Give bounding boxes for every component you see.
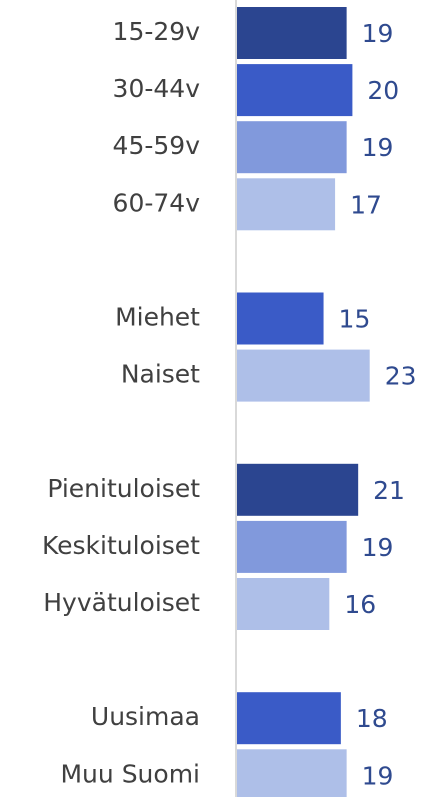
category-label: Miehet — [115, 303, 200, 332]
bar — [237, 749, 347, 797]
value-label: 20 — [367, 76, 399, 105]
value-label: 19 — [362, 533, 394, 562]
category-label: 60-74v — [113, 188, 201, 217]
category-label: 45-59v — [113, 131, 201, 160]
bar — [237, 520, 347, 573]
bar — [237, 7, 347, 59]
bar — [237, 463, 359, 516]
value-label: 21 — [373, 476, 405, 505]
category-label: Pienituloiset — [47, 474, 200, 503]
bar — [237, 64, 353, 117]
value-label: 15 — [339, 305, 371, 334]
bar — [237, 578, 330, 630]
bar — [237, 349, 370, 402]
value-label: 18 — [356, 704, 388, 733]
value-label: 17 — [350, 190, 382, 219]
bar — [237, 292, 324, 345]
category-label: Hyvätuloiset — [43, 588, 200, 617]
value-label: 19 — [362, 19, 394, 48]
value-label: 23 — [385, 362, 417, 391]
value-label: 19 — [362, 761, 394, 790]
value-label: 19 — [362, 133, 394, 162]
category-label: Muu Suomi — [60, 759, 200, 788]
category-label: Uusimaa — [91, 702, 200, 731]
category-label: Naiset — [121, 360, 200, 389]
value-label: 16 — [344, 590, 376, 619]
bar — [237, 692, 341, 745]
category-label: 30-44v — [113, 74, 201, 103]
bar — [237, 121, 347, 174]
category-label: Keskituloiset — [42, 531, 200, 560]
bar — [237, 178, 336, 231]
category-label: 15-29v — [113, 17, 201, 46]
